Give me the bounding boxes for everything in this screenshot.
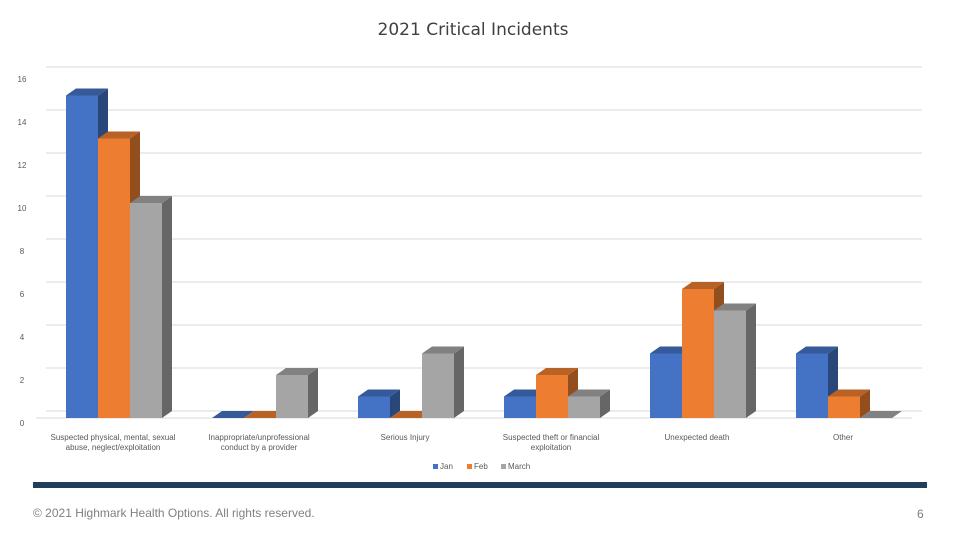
y-tick-label: 10	[18, 204, 27, 213]
footer-divider	[33, 482, 927, 488]
y-tick-label: 14	[18, 118, 27, 127]
bar-top	[422, 346, 464, 354]
y-tick-label: 0	[20, 419, 25, 428]
legend-swatch	[433, 464, 438, 469]
page-number: 6	[917, 507, 924, 521]
x-category-label: Other	[833, 433, 853, 442]
y-tick-label: 16	[18, 75, 27, 84]
bar-top	[650, 346, 692, 354]
bar	[422, 353, 454, 418]
bar	[66, 95, 98, 418]
bar-top	[244, 411, 286, 418]
x-category-label: Inappropriate/unprofessional conduct by a…	[208, 433, 310, 452]
bar-top	[130, 196, 172, 203]
legend-label: Jan	[440, 462, 453, 471]
y-tick-label: 4	[20, 333, 25, 342]
bar-top	[66, 88, 108, 96]
bar-top	[98, 131, 140, 139]
bar	[98, 138, 130, 418]
legend-label: March	[508, 462, 530, 471]
bar	[650, 353, 682, 418]
y-tick-label: 2	[20, 376, 25, 385]
bar-side	[746, 303, 756, 418]
legend-swatch	[501, 464, 506, 469]
bar-side	[390, 389, 400, 418]
bar-top	[714, 303, 756, 311]
bar	[714, 310, 746, 418]
bar	[536, 375, 568, 418]
bar	[682, 289, 714, 418]
bar-top	[504, 389, 546, 397]
bar-top	[536, 368, 578, 375]
bar-top	[212, 411, 254, 418]
bar-top	[796, 346, 838, 354]
bar-side	[454, 346, 464, 418]
bar	[796, 353, 828, 418]
bar-top	[828, 389, 870, 397]
bar-top	[860, 411, 902, 418]
bar-top	[568, 389, 610, 397]
legend-label: Feb	[474, 462, 488, 471]
legend-swatch	[467, 464, 472, 469]
bar-top	[276, 368, 318, 375]
bar-side	[162, 196, 172, 418]
bar	[130, 203, 162, 418]
y-tick-label: 6	[20, 290, 25, 299]
bar-side	[600, 389, 610, 418]
bar-side	[860, 389, 870, 418]
bar	[828, 396, 860, 418]
bar-side	[308, 368, 318, 418]
copyright-text: © 2021 Highmark Health Options. All righ…	[33, 506, 315, 520]
bar	[568, 396, 600, 418]
chart-title: 2021 Critical Incidents	[377, 20, 569, 40]
bar	[504, 396, 536, 418]
bar-top	[358, 389, 400, 397]
bar	[276, 375, 308, 418]
y-tick-label: 12	[18, 161, 27, 170]
bar	[358, 396, 390, 418]
x-category-label: Serious Injury	[381, 433, 430, 442]
x-category-label: Unexpected death	[665, 433, 730, 442]
x-category-label: Suspected theft or financial exploitation	[503, 433, 600, 452]
x-category-label: Suspected physical, mental, sexual abuse,…	[51, 433, 176, 452]
bar-top	[390, 411, 432, 418]
bar-top	[682, 282, 724, 289]
y-tick-label: 8	[20, 247, 25, 256]
